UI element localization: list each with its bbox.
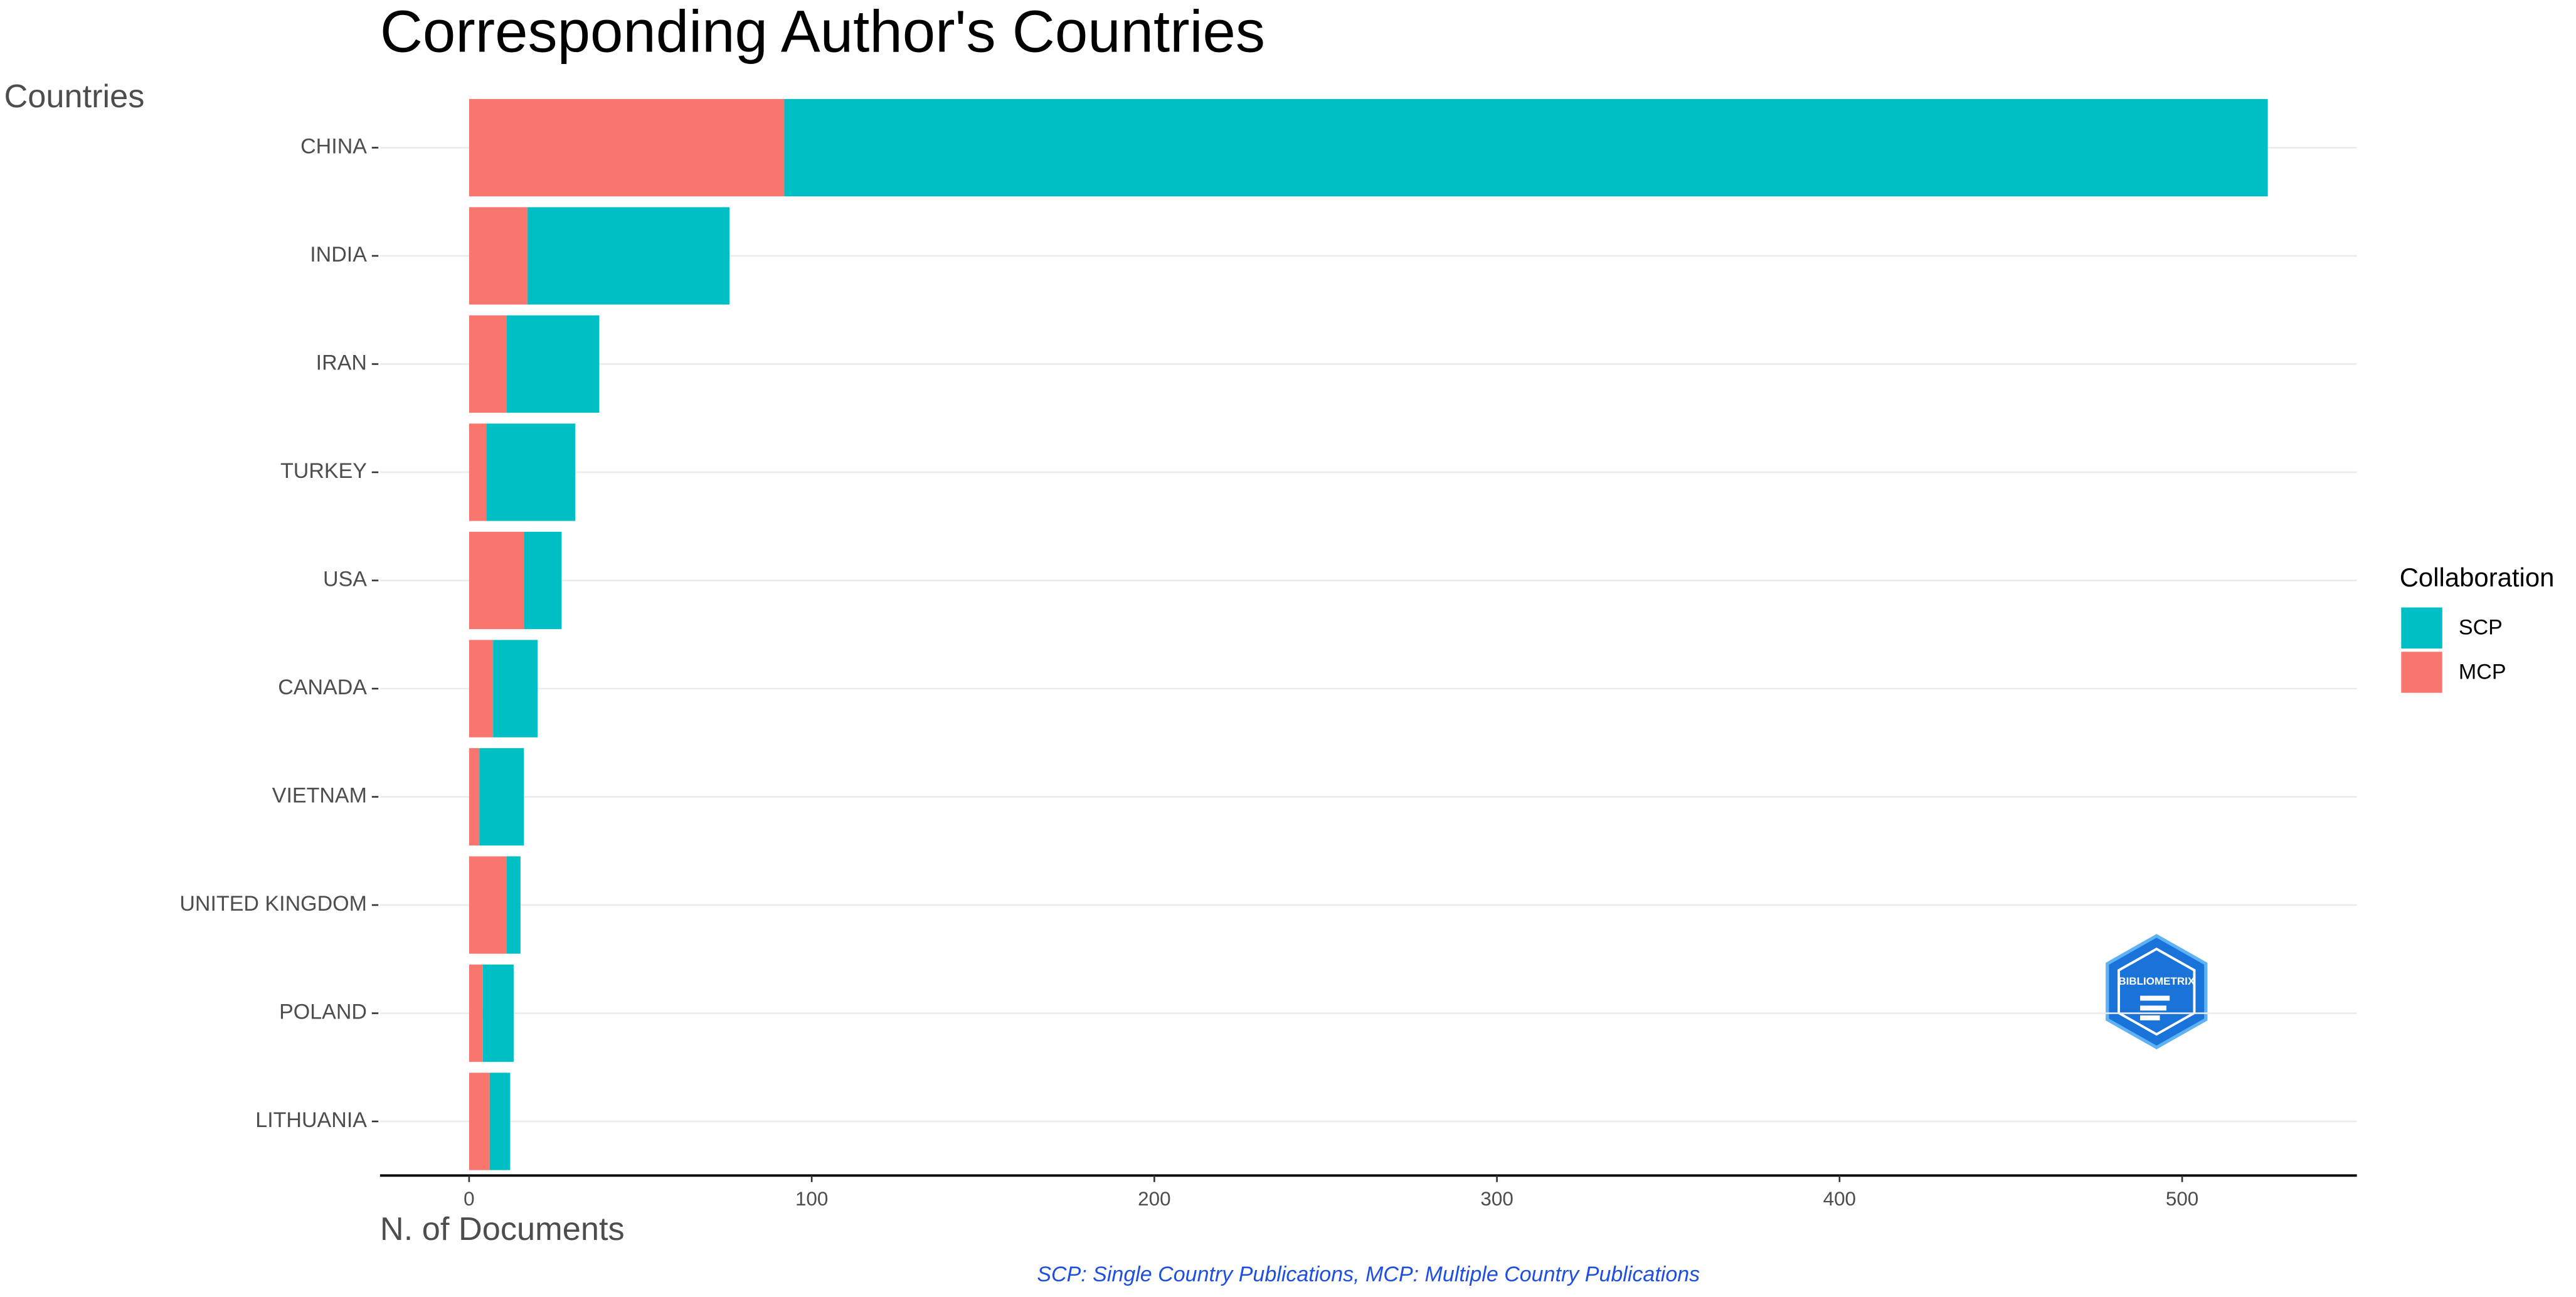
bar-segment (493, 640, 538, 738)
x-tick-label: 0 (464, 1188, 474, 1210)
bar-segment (469, 964, 483, 1062)
logo-icon (2140, 995, 2170, 1020)
legend-swatch (2401, 652, 2442, 693)
bar-segment (527, 207, 730, 305)
bar-segment (524, 531, 562, 630)
bar-segment (469, 98, 785, 197)
bar-segment (784, 98, 2268, 197)
x-tick-label: 100 (795, 1188, 828, 1210)
y-tick-label: USA (323, 567, 367, 591)
y-tick-label: UNITED KINGDOM (179, 892, 367, 916)
logo: BIBLIOMETRIX (2106, 934, 2208, 1050)
bar-segment (507, 315, 600, 413)
bar-segment (469, 531, 524, 630)
legend-label: MCP (2459, 660, 2506, 684)
y-tick-label: CHINA (300, 134, 367, 158)
logo-inner (2118, 947, 2196, 1036)
bar-segment (469, 748, 480, 846)
bar-segment (469, 207, 527, 305)
logo-text: BIBLIOMETRIX (2118, 975, 2195, 987)
legend-title: Collaboration (2400, 563, 2555, 592)
bar-segment (479, 748, 524, 846)
y-tick-label: LITHUANIA (255, 1108, 367, 1132)
y-tick-label: POLAND (279, 1000, 367, 1024)
chart-title: Corresponding Author's Countries (380, 0, 1265, 64)
bar-segment (469, 640, 494, 738)
bar-segment (469, 315, 507, 413)
bar-segment (469, 423, 487, 521)
y-tick-label: TURKEY (280, 459, 367, 483)
x-tick-label: 300 (1480, 1188, 1513, 1210)
x-tick-label: 200 (1138, 1188, 1170, 1210)
x-tick-label: 400 (1823, 1188, 1856, 1210)
x-axis-label: N. of Documents (380, 1211, 625, 1247)
bar-segment (489, 1072, 511, 1170)
x-tick-label: 500 (2166, 1188, 2198, 1210)
caption: SCP: Single Country Publications, MCP: M… (1037, 1263, 1700, 1286)
y-tick-label: CANADA (278, 675, 367, 699)
legend-label: SCP (2459, 616, 2503, 640)
bar-segment (469, 1072, 490, 1170)
y-tick-label: IRAN (316, 351, 367, 374)
bar-segment (482, 964, 514, 1062)
bar-segment (469, 856, 507, 954)
bar-segment (486, 423, 576, 521)
bar-segment (507, 856, 521, 954)
y-tick-label: VIETNAM (272, 783, 367, 807)
logo-hexagon (2106, 934, 2208, 1050)
legend-swatch (2401, 607, 2442, 648)
y-tick-label: INDIA (310, 243, 367, 267)
y-axis-label: Countries (4, 78, 144, 115)
